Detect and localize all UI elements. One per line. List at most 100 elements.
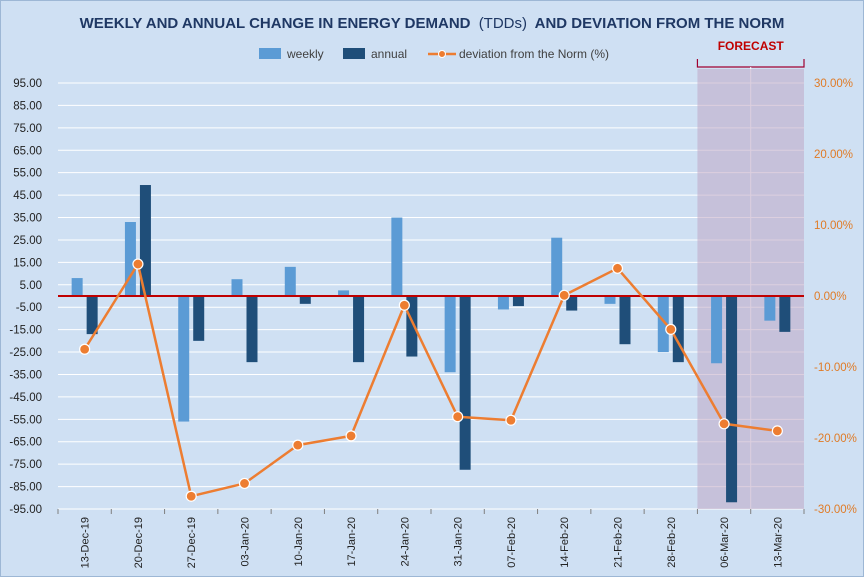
weekly-bar: [231, 279, 243, 296]
weekly-bar: [764, 296, 776, 321]
y-left-tick-label: 95.00: [13, 78, 42, 90]
annual-bar: [299, 296, 311, 304]
annual-bar: [619, 296, 631, 345]
chart-title: WEEKLY AND ANNUAL CHANGE IN ENERGY DEMAN…: [80, 15, 785, 32]
y-left-tick-label: 5.00: [20, 280, 42, 292]
y-left-tick-label: -85.00: [9, 482, 42, 494]
deviation-point: [132, 258, 144, 270]
y-left-tick-label: -45.00: [9, 392, 42, 404]
y-right-tick-label: -10.00%: [814, 362, 857, 374]
weekly-bar: [338, 290, 350, 296]
weekly-bar: [657, 296, 669, 353]
y-left-tick-label: 45.00: [13, 190, 42, 202]
bars: [71, 185, 791, 503]
y-left-tick-label: 15.00: [13, 257, 42, 269]
chart-title-main: WEEKLY AND ANNUAL CHANGE IN ENERGY DEMAN…: [80, 15, 471, 32]
deviation-point: [558, 289, 570, 301]
x-tick-label: 06-Mar-20: [719, 517, 731, 568]
annual-bar: [353, 296, 365, 363]
x-tick-label: 14-Feb-20: [559, 517, 571, 568]
weekly-bar: [284, 266, 296, 296]
deviation-point: [398, 299, 410, 311]
y-left-tick-label: -55.00: [9, 414, 42, 426]
weekly-bar: [391, 217, 403, 296]
y-right-tick-label: 10.00%: [814, 220, 853, 232]
legend-deviation-marker: [438, 50, 446, 58]
legend-annual-swatch: [343, 48, 365, 59]
weekly-bar: [497, 296, 509, 310]
weekly-bar: [711, 296, 723, 364]
weekly-bar: [551, 237, 563, 296]
weekly-bar: [604, 296, 616, 304]
y-right-tick-label: 20.00%: [814, 149, 853, 161]
x-axis-ticks: 13-Dec-19 20-Dec-19 27-Dec-19 03-Jan-20 10-J…: [57, 509, 805, 568]
deviation-point: [665, 323, 677, 335]
annual-bar: [139, 185, 151, 296]
x-tick-label: 27-Dec-19: [186, 517, 198, 568]
deviation-point: [292, 439, 304, 451]
deviation-line: [83, 262, 778, 498]
annual-bar: [726, 296, 738, 503]
y-left-tick-label: -25.00: [9, 347, 42, 359]
annual-bar: [566, 296, 578, 311]
x-tick-label: 17-Jan-20: [346, 517, 358, 567]
y-left-tick-label: 65.00: [13, 145, 42, 157]
legend-weekly-swatch: [259, 48, 281, 59]
annual-bar: [779, 296, 791, 332]
y-left-tick-label: -95.00: [9, 504, 42, 516]
legend-annual-label: annual: [371, 47, 407, 61]
y-left-tick-label: 75.00: [13, 123, 42, 135]
weekly-bar: [124, 222, 136, 296]
x-tick-label: 28-Feb-20: [666, 517, 678, 568]
annual-bar: [406, 296, 418, 357]
legend: weekly annual deviation from the Norm (%…: [259, 47, 609, 61]
x-tick-label: 31-Jan-20: [453, 517, 465, 567]
chart-title-tail: AND DEVIATION FROM THE NORM: [535, 15, 785, 32]
x-tick-label: 13-Mar-20: [772, 517, 784, 568]
x-tick-label: 21-Feb-20: [613, 517, 625, 568]
y-left-tick-label: -75.00: [9, 459, 42, 471]
y-left-tick-label: -5.00: [16, 302, 42, 314]
annual-bar: [512, 296, 524, 307]
deviation-point: [185, 490, 197, 502]
deviation-line-layer: [79, 258, 783, 502]
y-left-tick-label: 85.00: [13, 100, 42, 112]
y-left-tick-label: -15.00: [9, 325, 42, 337]
y-left-tick-label: -35.00: [9, 369, 42, 381]
y-right-tick-label: -30.00%: [814, 504, 857, 516]
deviation-point: [79, 343, 91, 355]
y-left-tick-label: 55.00: [13, 168, 42, 180]
gridlines: [58, 69, 804, 510]
right-axis-ticks: 30.00% 20.00% 10.00% 0.00% -10.00% -20.00% -30…: [814, 78, 857, 516]
legend-weekly-label: weekly: [286, 47, 324, 61]
x-tick-label: 07-Feb-20: [506, 517, 518, 568]
y-right-tick-label: 0.00%: [814, 291, 847, 303]
annual-bar: [86, 296, 98, 335]
weekly-bar: [444, 296, 456, 373]
y-left-tick-label: 25.00: [13, 235, 42, 247]
deviation-point: [452, 411, 464, 423]
forecast-label: FORECAST: [718, 39, 785, 53]
annual-bar: [672, 296, 684, 363]
deviation-point: [718, 418, 730, 430]
deviation-point: [611, 262, 624, 274]
deviation-point: [505, 414, 517, 426]
deviation-point: [238, 477, 251, 490]
left-axis-ticks: 95.00 85.00 75.00 65.00 55.00 45.00 35.00 25.00…: [9, 78, 42, 516]
annual-bar: [193, 296, 205, 341]
y-left-tick-label: 35.00: [13, 213, 42, 225]
y-left-tick-label: -65.00: [9, 437, 42, 449]
annual-bar: [459, 296, 471, 470]
x-tick-label: 10-Jan-20: [293, 517, 305, 567]
x-tick-label: 24-Jan-20: [399, 517, 411, 567]
forecast-shade: [697, 69, 804, 509]
x-tick-label: 13-Dec-19: [80, 517, 92, 568]
annual-bar: [246, 296, 258, 363]
y-right-tick-label: -20.00%: [814, 433, 857, 445]
deviation-point: [771, 425, 783, 437]
x-tick-label: 20-Dec-19: [133, 517, 145, 568]
deviation-point: [345, 430, 357, 442]
legend-deviation-label: deviation from the Norm (%): [459, 47, 609, 61]
